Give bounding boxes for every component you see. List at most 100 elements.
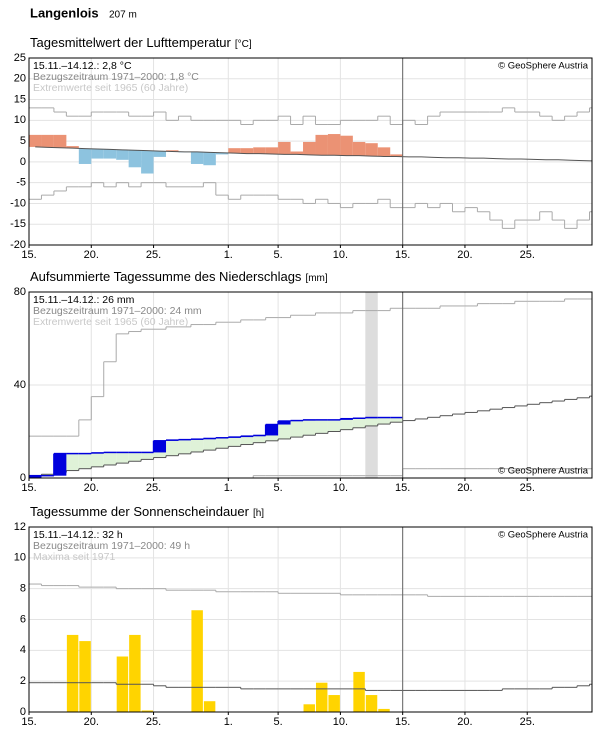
deviation-bar	[128, 150, 142, 168]
difference-fill	[66, 453, 79, 471]
deviation-bar	[153, 151, 167, 157]
deviation-bar	[103, 149, 117, 159]
x-tick-label: 25.	[146, 716, 161, 728]
increment-bar	[278, 421, 291, 425]
y-tick-label: -20	[10, 239, 26, 251]
plot	[29, 583, 592, 712]
bar	[315, 682, 328, 712]
bar	[328, 695, 340, 712]
x-tick-label: 10.	[333, 482, 348, 494]
title-text: Aufsummierte Tagessumme des Niederschlag…	[30, 269, 302, 284]
annotation: 15.11.–14.12.: 26 mm	[33, 294, 135, 306]
annotation: 15.11.–14.12.: 32 h	[33, 529, 123, 541]
y-tick-label: -10	[10, 197, 26, 209]
x-tick-label: 10.	[333, 716, 348, 728]
x-tick-label: 20.	[84, 482, 99, 494]
difference-fill	[278, 421, 291, 439]
x-tick-label: 10.	[333, 249, 348, 261]
deviation-bar	[91, 149, 104, 159]
difference-fill	[253, 435, 266, 443]
bar	[129, 634, 141, 712]
deviation-bar	[190, 151, 204, 164]
x-tick-label: 5.	[274, 482, 283, 494]
y-tick-label: 6	[20, 613, 26, 625]
increment-bar	[265, 424, 279, 436]
deviation-bar	[66, 146, 79, 149]
x-tick-label: 20.	[457, 482, 472, 494]
plot-border	[28, 57, 593, 246]
deviation-bar	[390, 154, 403, 157]
deviation-bar	[29, 134, 42, 147]
deviation-bar	[116, 149, 129, 160]
y-tick-label: 10	[14, 114, 26, 126]
chart: Aufsummierte Tagessumme des Niederschlag…	[14, 269, 593, 494]
copyright: © GeoSphere Austria	[498, 530, 589, 541]
difference-fill	[390, 417, 403, 423]
deviation-bar	[365, 143, 378, 157]
x-tick-label: 15.	[21, 249, 36, 261]
difference-fill	[78, 453, 92, 469]
plot-border	[28, 526, 593, 713]
difference-fill	[128, 452, 142, 462]
y-tick-label: 20	[14, 73, 26, 85]
deviation-bar	[327, 134, 341, 156]
deviation-bar	[315, 134, 328, 156]
x-tick-label: 15.	[395, 482, 410, 494]
difference-fill	[116, 452, 129, 464]
station-name: Langenlois	[30, 5, 99, 20]
difference-fill	[365, 417, 378, 426]
chart: Tagessumme der Sonnenscheindauer [h] 0 2 4 6 8…	[14, 504, 593, 728]
y-tick-label: 25	[14, 52, 26, 64]
title-unit: [h]	[253, 508, 264, 519]
x-tick-label: 25.	[520, 482, 535, 494]
y-tick-label: -15	[10, 218, 26, 230]
y-tick-label: 80	[14, 286, 26, 298]
difference-fill	[103, 452, 117, 465]
plot	[29, 107, 592, 229]
x-tick-label: 15.	[21, 482, 36, 494]
x-tick-label: 20.	[84, 249, 99, 261]
copyright: © GeoSphere Austria	[498, 466, 589, 477]
deviation-bar	[166, 150, 179, 152]
deviation-bar	[290, 151, 304, 155]
deviation-bar	[265, 147, 279, 154]
deviation-bar	[228, 148, 241, 154]
deviation-bar	[53, 134, 67, 148]
difference-fill	[166, 440, 179, 456]
y-tick-label: 0	[20, 472, 26, 484]
difference-fill	[352, 418, 366, 428]
difference-fill	[203, 438, 216, 451]
difference-fill	[340, 418, 353, 430]
annotation: Extremwerte seit 1965 (60 Jahre)	[33, 316, 188, 328]
deviation-bar	[240, 148, 254, 154]
deviation-bar	[340, 135, 353, 156]
x-tick-label: 1.	[224, 716, 233, 728]
increment-bar	[153, 440, 167, 453]
y-tick-label: 12	[14, 521, 26, 533]
bar	[303, 704, 315, 712]
y-tick-label: 10	[14, 552, 26, 564]
bar	[191, 610, 203, 712]
title-text: Tagesmittelwert der Lufttemperatur	[30, 35, 232, 50]
x-tick-label: 15.	[395, 249, 410, 261]
x-tick-label: 25.	[520, 716, 535, 728]
difference-fill	[240, 436, 254, 445]
deviation-bar	[352, 141, 366, 156]
difference-fill	[215, 437, 229, 449]
difference-fill	[327, 419, 341, 432]
plot-border	[28, 291, 593, 479]
annotation: Bezugszeitraum 1971–2000: 49 h	[33, 540, 190, 552]
annotation: Maxima seit 1971	[33, 551, 115, 563]
bar	[79, 641, 91, 712]
annotation: Extremwerte seit 1965 (60 Jahre)	[33, 82, 188, 94]
difference-fill	[377, 417, 391, 425]
plot	[29, 292, 592, 478]
deviation-bar	[41, 134, 54, 148]
annotation: 15.11.–14.12.: 2,8 °C	[33, 60, 132, 72]
difference-fill	[228, 437, 241, 447]
increment-bar	[53, 453, 67, 476]
y-tick-label: -5	[16, 177, 26, 189]
difference-fill	[178, 439, 191, 454]
highlight-day	[365, 292, 378, 478]
increment-bar	[29, 475, 42, 478]
